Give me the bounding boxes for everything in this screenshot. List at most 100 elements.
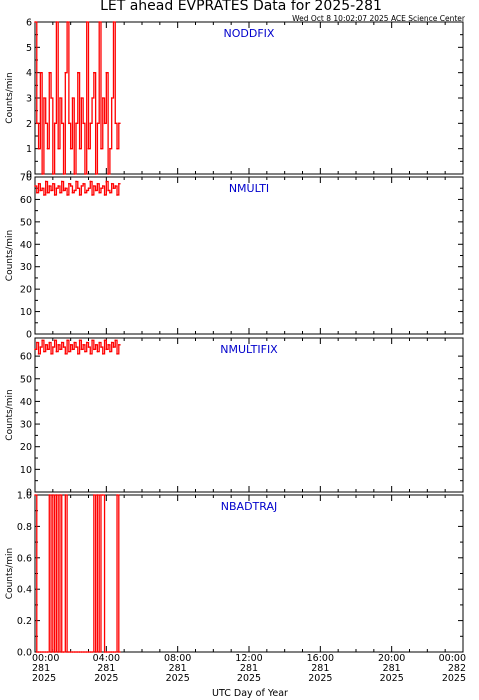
x-tick-label-day: 281 — [169, 663, 187, 674]
y-tick-label: 1.0 — [17, 491, 32, 502]
data-point — [37, 353, 40, 355]
data-point — [105, 348, 108, 351]
data-point — [98, 341, 100, 344]
data-point — [93, 185, 95, 187]
data-point — [91, 651, 93, 653]
data-point — [116, 353, 118, 355]
data-point — [46, 348, 49, 351]
data-point — [55, 350, 58, 353]
data-point — [118, 343, 120, 346]
data-point — [46, 147, 49, 150]
data-point — [101, 97, 104, 99]
data-point — [43, 194, 45, 196]
data-point — [105, 71, 108, 74]
x-tick-label-time: 00:00 — [32, 653, 59, 664]
data-point — [41, 187, 43, 190]
data-point — [85, 651, 88, 653]
y-tick-label: 70 — [20, 173, 32, 184]
data-point — [71, 651, 74, 653]
data-point — [82, 182, 84, 185]
x-tick-label-year: 2025 — [442, 673, 466, 684]
data-point — [35, 651, 38, 653]
x-tick-label-time: 00:00 — [439, 653, 466, 664]
data-point — [68, 122, 70, 125]
data-point — [53, 122, 56, 125]
data-point — [44, 651, 47, 653]
y-tick-label: 0.8 — [17, 522, 32, 533]
data-point — [98, 191, 100, 194]
data-point — [34, 21, 36, 23]
panel-label: NMULTI — [229, 182, 269, 195]
data-point — [105, 180, 108, 183]
data-point — [66, 194, 68, 196]
data-point — [52, 346, 54, 348]
data-point — [84, 191, 86, 194]
data-point — [77, 71, 79, 74]
data-point — [80, 185, 83, 187]
data-point — [80, 348, 83, 351]
data-point — [118, 182, 120, 185]
data-point — [118, 122, 120, 125]
data-point — [110, 341, 113, 344]
data-point — [60, 122, 63, 125]
data-point — [109, 350, 111, 353]
data-point — [55, 21, 58, 23]
y-tick-label: 40 — [20, 397, 32, 408]
data-point — [66, 651, 68, 653]
data-point — [34, 348, 36, 351]
chart-panels: 0 1 2 3 4 5 6 Counts/min NODDFIX 0 10 20 30 40 50 60 70 C… — [5, 18, 464, 659]
data-point — [66, 339, 68, 342]
data-point — [84, 350, 86, 353]
data-point — [77, 651, 79, 653]
data-point — [71, 191, 74, 194]
y-tick-label: 0 — [26, 330, 32, 341]
data-point — [62, 189, 65, 192]
data-point — [85, 21, 88, 23]
data-point — [116, 494, 118, 496]
data-point — [62, 651, 65, 653]
data-point — [101, 353, 104, 355]
data-point — [52, 173, 54, 175]
x-axis-label: UTC Day of Year — [212, 688, 288, 699]
data-point — [41, 339, 43, 342]
data-point — [53, 651, 56, 653]
data-point — [101, 494, 104, 496]
data-point — [50, 651, 52, 653]
data-point — [110, 97, 113, 99]
data-point — [69, 147, 72, 150]
data-point — [77, 187, 79, 190]
data-point — [112, 346, 115, 348]
data-point — [114, 339, 117, 342]
data-point — [91, 194, 93, 196]
data-point — [66, 21, 68, 23]
y-tick-label: 40 — [20, 240, 32, 251]
data-point — [100, 147, 102, 150]
data-point — [98, 21, 100, 23]
data-point — [64, 494, 67, 496]
data-point — [116, 147, 118, 150]
x-tick-label-time: 20:00 — [378, 653, 405, 664]
y-tick-label: 1 — [26, 144, 32, 155]
x-tick-label-day: 281 — [383, 663, 401, 674]
data-point — [87, 346, 90, 348]
series-line — [35, 21, 121, 175]
data-point — [37, 651, 40, 653]
data-point — [69, 651, 72, 653]
data-point — [34, 494, 36, 496]
x-tick-label-day: 281 — [240, 663, 258, 674]
x-tick-label-year: 2025 — [166, 673, 190, 684]
data-point — [107, 343, 109, 346]
panel-nmulti: 0 10 20 30 40 50 60 70 Counts/min NMULTI — [5, 173, 464, 341]
data-point — [91, 339, 93, 342]
data-point — [107, 173, 109, 175]
data-point — [89, 353, 92, 355]
data-point — [80, 651, 83, 653]
data-point — [60, 651, 63, 653]
data-point — [64, 71, 67, 74]
data-point — [48, 341, 51, 344]
data-point — [48, 71, 51, 74]
data-point — [87, 651, 90, 653]
data-point — [75, 346, 77, 348]
panel-label: NMULTIFIX — [220, 343, 278, 356]
